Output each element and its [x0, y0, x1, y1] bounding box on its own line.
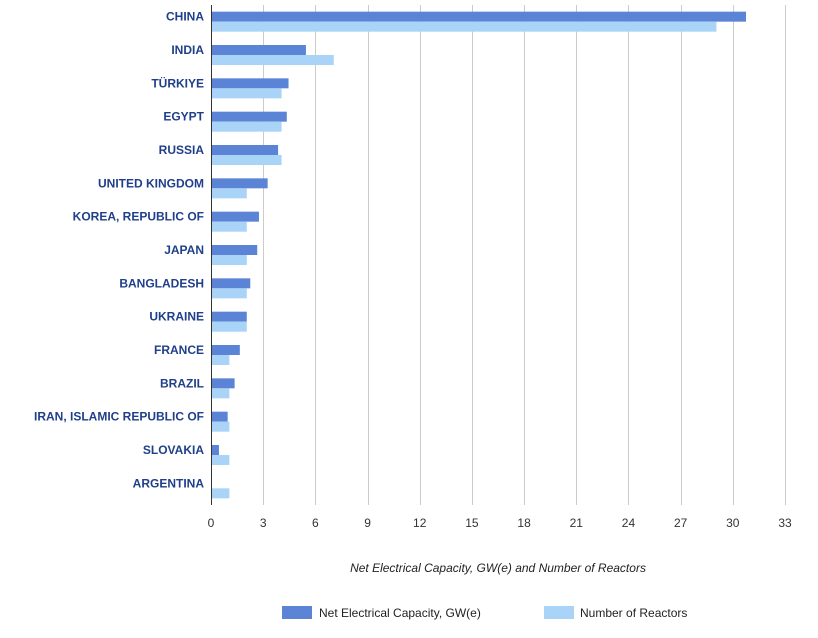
bar-reactors: [212, 88, 282, 99]
x-tick-label: 12: [413, 516, 427, 530]
bar-capacity: [212, 311, 247, 322]
category-label: BRAZIL: [160, 376, 204, 390]
gridlines: [263, 5, 786, 505]
category-label: CHINA: [166, 10, 204, 24]
bar-reactors: [212, 21, 717, 32]
bar-reactors: [212, 255, 247, 265]
x-tick-label: 9: [364, 516, 371, 530]
bar-reactors: [212, 421, 230, 432]
bar-reactors: [212, 221, 247, 232]
bar-capacity: [212, 78, 289, 89]
bar-capacity: [212, 211, 259, 222]
bar-reactors: [212, 321, 247, 332]
x-tick-label: 30: [726, 516, 740, 530]
bar-reactors: [212, 388, 230, 399]
category-label: RUSSIA: [159, 143, 205, 157]
category-label: FRANCE: [154, 343, 204, 357]
bar-capacity: [212, 345, 240, 355]
x-tick-label: 18: [517, 516, 531, 530]
category-label: TÜRKIYE: [151, 75, 204, 90]
category-label: UNITED KINGDOM: [98, 176, 204, 190]
category-label: KOREA, REPUBLIC OF: [73, 210, 204, 224]
x-tick-label: 15: [465, 516, 479, 530]
bar-reactors: [212, 355, 230, 365]
category-labels: CHINA INDIA TÜRKIYE EGYPT RUSSIA UNITED KINGD…: [34, 10, 205, 491]
legend-swatch-capacity: [282, 606, 312, 619]
legend: Net Electrical Capacity, GW(e) Number of…: [282, 606, 687, 620]
category-label: BANGLADESH: [119, 276, 204, 290]
bar-reactors: [212, 121, 282, 132]
legend-label-capacity: Net Electrical Capacity, GW(e): [319, 606, 481, 620]
x-tick-label: 33: [778, 516, 792, 530]
bar-capacity: [212, 445, 219, 455]
bar-reactors: [212, 488, 230, 499]
x-axis-title: Net Electrical Capacity, GW(e) and Numbe…: [350, 561, 646, 575]
bars: [212, 11, 746, 499]
bar-capacity: [212, 11, 746, 22]
category-label: EGYPT: [163, 110, 204, 124]
bar-reactors: [212, 455, 230, 465]
x-tick-label: 3: [260, 516, 267, 530]
category-label: IRAN, ISLAMIC REPUBLIC OF: [34, 410, 204, 424]
bar-reactors: [212, 188, 247, 199]
bar-reactors: [212, 288, 247, 299]
x-tick-label: 27: [674, 516, 688, 530]
legend-label-reactors: Number of Reactors: [580, 606, 687, 620]
bar-capacity: [212, 245, 258, 255]
bar-capacity: [212, 378, 235, 389]
x-tick-labels: 0 3 6 9 12 15 18 21 24 27 30 33: [208, 516, 792, 530]
bar-reactors: [212, 55, 334, 65]
category-label: INDIA: [171, 43, 204, 57]
bar-reactors: [212, 155, 282, 165]
category-label: SLOVAKIA: [143, 443, 204, 457]
bar-capacity: [212, 111, 287, 122]
x-tick-label: 0: [208, 516, 215, 530]
bar-capacity: [212, 145, 279, 155]
bar-capacity: [212, 411, 228, 422]
category-label: UKRAINE: [149, 310, 204, 324]
bar-capacity: [212, 45, 306, 55]
bar-capacity: [212, 278, 251, 289]
x-tick-label: 6: [312, 516, 319, 530]
category-label: JAPAN: [164, 243, 204, 257]
category-label: ARGENTINA: [133, 476, 205, 490]
x-tick-label: 21: [570, 516, 584, 530]
x-tick-label: 24: [622, 516, 636, 530]
legend-swatch-reactors: [544, 606, 574, 619]
bar-capacity: [212, 178, 268, 189]
